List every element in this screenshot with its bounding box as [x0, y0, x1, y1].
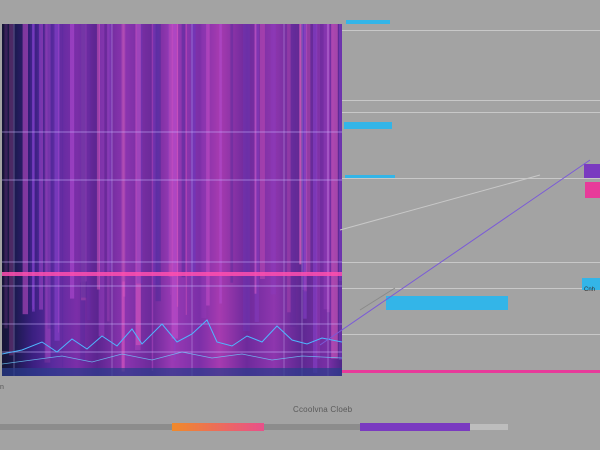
streak — [136, 24, 143, 284]
streak — [254, 24, 259, 322]
cyan-accent-top — [346, 20, 390, 24]
signal-trace-2 — [2, 351, 342, 365]
guide-line — [342, 262, 600, 263]
streak — [168, 24, 174, 277]
streak — [151, 24, 154, 371]
streak — [260, 24, 265, 279]
streak — [206, 24, 210, 306]
streak — [47, 24, 53, 329]
streak — [167, 24, 172, 265]
streak — [121, 24, 125, 282]
streak — [299, 24, 302, 265]
signal-trace-1 — [2, 319, 342, 355]
streak — [44, 24, 51, 363]
baseline-strip — [2, 368, 342, 376]
streak — [155, 24, 161, 302]
streak — [338, 24, 342, 281]
cyan-tag: Cnh — [582, 278, 600, 293]
tag-right-label: Cnh — [584, 287, 596, 293]
guide-line — [342, 100, 600, 101]
guide-line — [342, 288, 600, 289]
streak — [80, 24, 87, 283]
bottom-bar-segment-light — [470, 424, 508, 430]
streak — [4, 24, 8, 329]
streak — [230, 24, 234, 283]
pink-line — [342, 370, 600, 373]
streak — [39, 24, 43, 310]
streak — [243, 24, 250, 331]
pink-tag — [585, 182, 600, 198]
streak — [81, 24, 87, 298]
streak — [30, 24, 32, 285]
streak — [254, 24, 257, 294]
caption: Ccoolvna Cloeb — [293, 405, 353, 414]
streak — [201, 24, 207, 318]
streak — [54, 24, 60, 341]
streak — [191, 24, 196, 278]
streak — [122, 24, 126, 297]
streak — [331, 24, 338, 359]
streak — [80, 24, 85, 362]
guide-line — [342, 334, 600, 335]
diagonal-line-short — [359, 287, 396, 311]
streak — [287, 24, 291, 313]
streak — [219, 24, 222, 304]
bottom-bar-segment-orange — [172, 423, 264, 431]
side-label: n — [0, 384, 4, 391]
guide-line — [342, 30, 600, 31]
diagonal-line — [319, 159, 591, 346]
streak — [70, 24, 75, 299]
connector-lines — [319, 159, 591, 346]
streak — [316, 24, 320, 359]
streak — [9, 24, 14, 356]
streak — [135, 24, 141, 351]
streak — [121, 24, 125, 273]
guide-line — [342, 178, 600, 179]
pink-band — [2, 272, 342, 276]
streak — [323, 24, 330, 310]
streak — [270, 24, 276, 295]
streak — [338, 24, 342, 360]
streak — [61, 24, 64, 368]
streak — [171, 24, 178, 339]
streak — [87, 24, 91, 321]
cyan-accent-small — [345, 175, 395, 178]
streak — [181, 24, 186, 278]
bottom-bar-segment-gray — [0, 424, 172, 430]
streak — [185, 24, 187, 315]
streak — [58, 24, 59, 333]
purple-tag — [584, 164, 600, 178]
streak — [313, 24, 318, 373]
streak — [32, 24, 35, 312]
streak — [290, 24, 296, 327]
streak — [153, 24, 160, 285]
horizontal-grid — [2, 131, 342, 353]
spectrogram-graphic — [2, 24, 342, 376]
streak — [170, 24, 172, 295]
streak — [304, 24, 308, 292]
guide-line — [342, 112, 600, 113]
streak — [302, 24, 308, 270]
streak — [22, 24, 28, 315]
streak — [96, 24, 100, 290]
streak — [190, 24, 192, 300]
streak — [176, 24, 179, 307]
diagonal-line-light — [339, 174, 541, 231]
spectrogram-panel — [2, 24, 342, 376]
streak — [37, 24, 41, 289]
streak — [45, 24, 51, 358]
streak — [81, 24, 86, 301]
cyan-bar — [386, 296, 508, 310]
streak — [121, 24, 125, 372]
vertical-streaks — [4, 24, 342, 376]
streak — [306, 24, 311, 274]
streak — [107, 24, 112, 271]
streak — [135, 24, 141, 346]
bottom-bar-segment-purple — [360, 423, 470, 431]
streak — [107, 24, 110, 322]
bottom-bar-segment-gray-2 — [264, 424, 360, 430]
streak — [326, 24, 330, 313]
cyan-accent — [344, 122, 392, 129]
streak — [303, 24, 307, 319]
